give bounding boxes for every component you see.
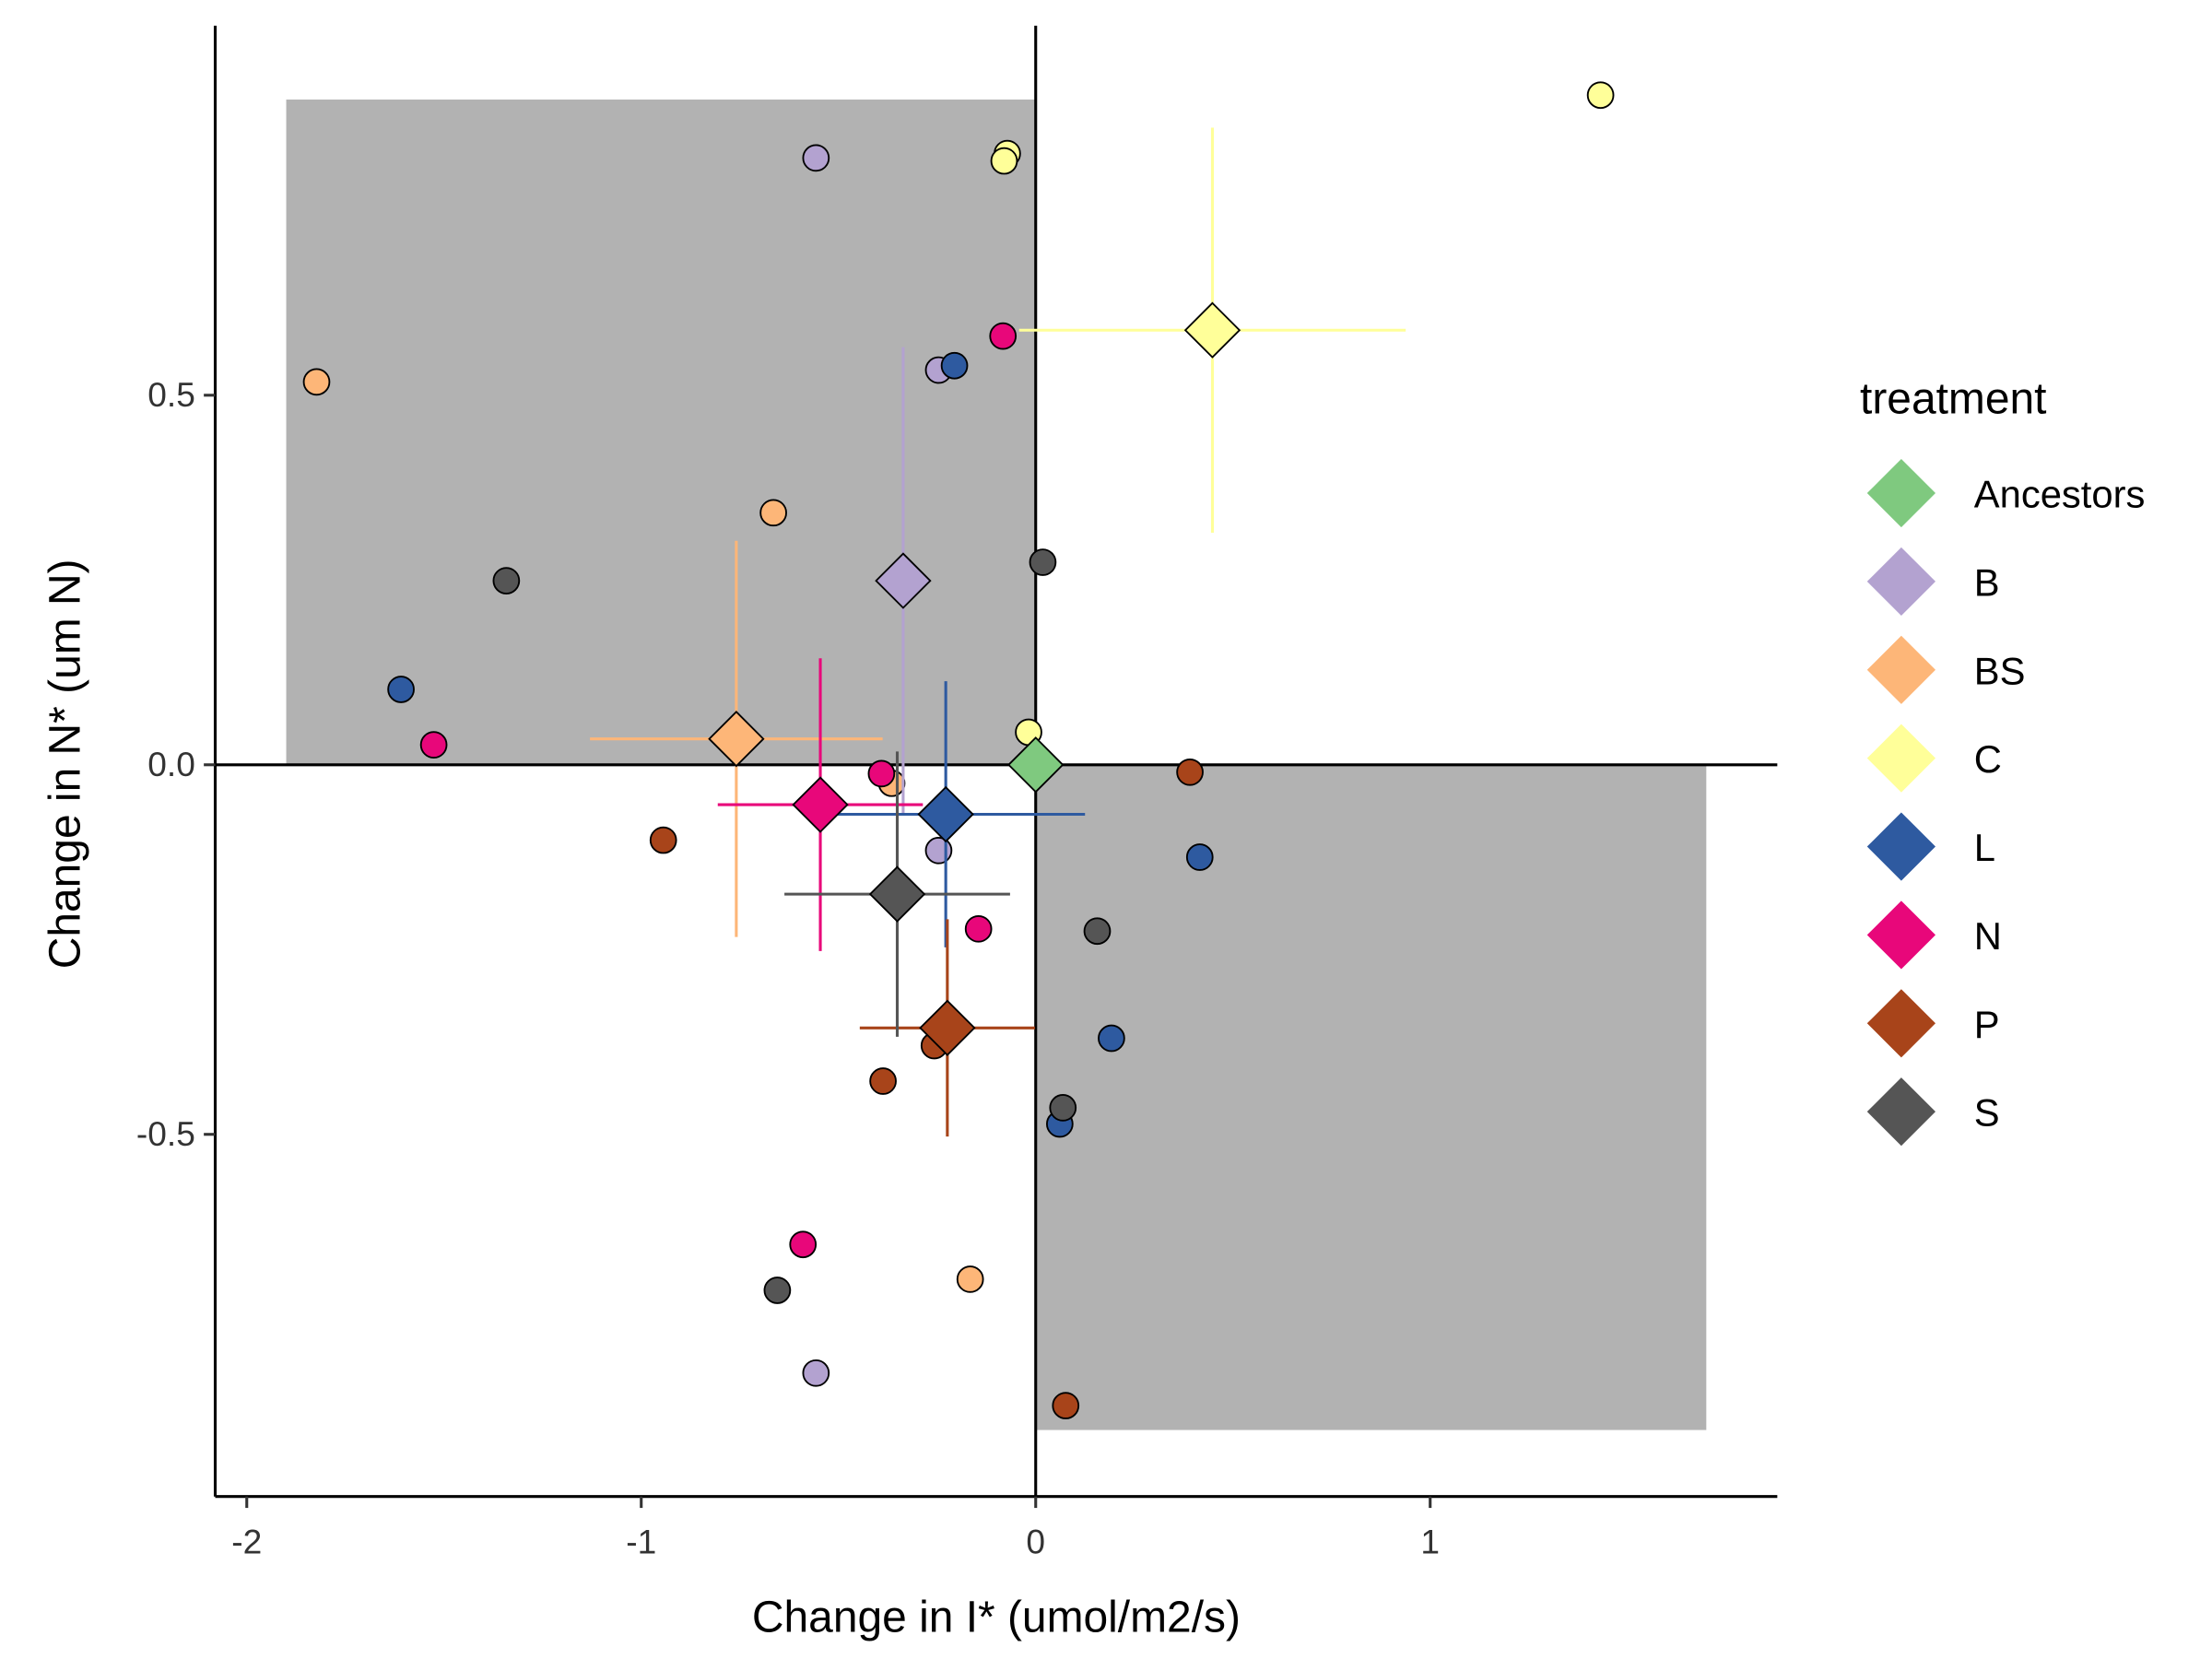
replicate-point xyxy=(1176,758,1204,786)
y-tick-label: 0.5 xyxy=(147,375,195,414)
legend-label: S xyxy=(1974,1091,2000,1135)
legend-label: L xyxy=(1974,826,1995,869)
replicate-point xyxy=(1098,1024,1125,1053)
legend-label: Ancestors xyxy=(1974,473,2146,516)
mean-diamond xyxy=(1007,736,1065,794)
replicate-point xyxy=(1185,843,1214,871)
legend-label: B xyxy=(1974,560,2000,604)
legend-swatch xyxy=(1866,547,1936,617)
replicate-point xyxy=(759,499,787,527)
replicate-point xyxy=(419,731,448,759)
legend-swatch xyxy=(1866,635,1936,704)
mean-diamond xyxy=(919,999,976,1056)
replicate-point xyxy=(1586,81,1615,110)
mean-diamond xyxy=(1183,301,1241,359)
y-tick-label: 0.0 xyxy=(147,745,195,783)
legend-swatch xyxy=(1866,812,1936,881)
shaded-region xyxy=(1035,764,1707,1430)
replicate-point xyxy=(867,759,896,788)
legend-label: BS xyxy=(1974,649,2026,692)
replicate-point xyxy=(989,322,1018,350)
replicate-point xyxy=(492,567,521,594)
legend-swatch xyxy=(1866,724,1936,793)
replicate-point xyxy=(387,676,415,703)
mean-diamond xyxy=(708,711,765,768)
legend-label: P xyxy=(1974,1003,2000,1046)
legend-title: treatment xyxy=(1860,374,2046,423)
replicate-point xyxy=(956,1265,984,1293)
y-tick-label: -0.5 xyxy=(136,1114,195,1153)
legend-swatch xyxy=(1866,1077,1936,1147)
legend-swatch xyxy=(1866,458,1936,528)
replicate-point xyxy=(802,144,830,172)
replicate-point xyxy=(1049,1094,1077,1122)
replicate-point xyxy=(964,914,993,943)
replicate-point xyxy=(924,836,953,865)
replicate-point xyxy=(649,826,677,854)
x-axis-title: Change in I* (umol/m2/s) xyxy=(752,1594,1241,1642)
x-tick-label: -2 xyxy=(231,1523,262,1561)
legend-swatch xyxy=(1866,989,1936,1058)
x-tick-label: -1 xyxy=(626,1523,656,1561)
legend-label: C xyxy=(1974,737,2002,781)
mean-diamond xyxy=(917,785,974,843)
x-tick-label: 0 xyxy=(1026,1523,1045,1561)
legend-label: N xyxy=(1974,914,2002,958)
mean-diamond xyxy=(868,865,926,923)
x-tick-label: 1 xyxy=(1420,1523,1440,1561)
replicate-point xyxy=(302,368,331,396)
legend-swatch xyxy=(1866,900,1936,970)
replicate-point xyxy=(763,1277,792,1304)
replicate-point xyxy=(789,1230,818,1259)
mean-diamond xyxy=(792,776,849,833)
shaded-region xyxy=(286,100,1036,765)
replicate-point xyxy=(869,1067,897,1095)
replicate-point xyxy=(1052,1392,1080,1419)
mean-diamond xyxy=(875,552,932,609)
replicate-point xyxy=(802,1359,830,1387)
replicate-point xyxy=(1029,548,1057,576)
replicate-point xyxy=(1083,917,1112,946)
y-axis-title: Change in N* (um N) xyxy=(41,559,90,969)
replicate-point xyxy=(990,147,1018,175)
replicate-point xyxy=(940,351,969,380)
